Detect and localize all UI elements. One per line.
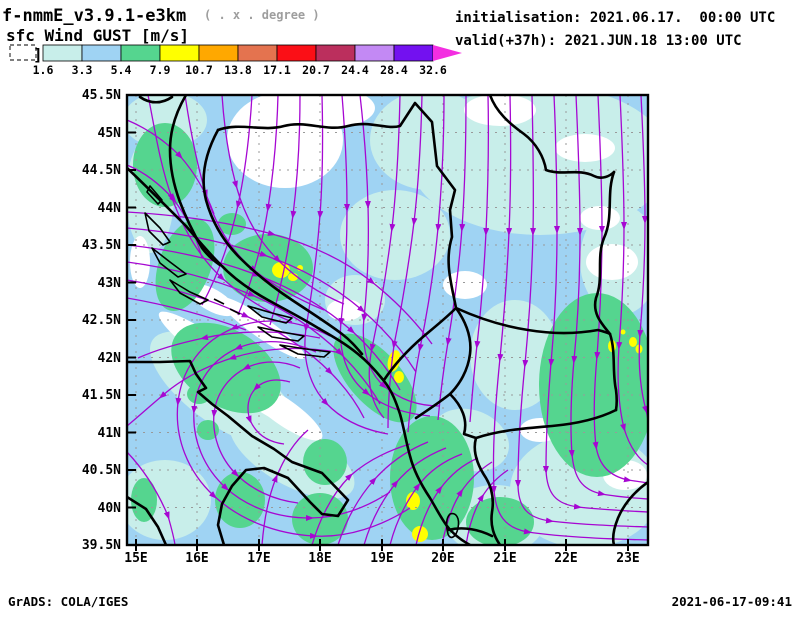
colorbar-tick-label: 7.9 [150, 63, 171, 77]
croatia-bosnia-border [202, 128, 364, 356]
colorbar-tick-label: 1.6 [33, 63, 54, 77]
adriatic-islands [144, 185, 460, 539]
colorbar-segment [393, 44, 434, 62]
lat-tick-label: 40.5N [82, 463, 121, 478]
footer-timestamp: 2021-06-17-09:41 [672, 594, 792, 609]
colorbar-segment [276, 44, 317, 62]
field-title: sfc Wind GUST [m/s] [6, 26, 189, 45]
colorbar-tick-label: 24.4 [341, 63, 369, 77]
colorbar-above-arrow-icon [433, 45, 462, 61]
lat-tick-label: 39.5N [82, 538, 121, 553]
colorbar: ] 1.6 3.3 5.4 7.9 10.7 13.8 17.1 20.7 24… [9, 44, 462, 77]
colorbar-segment [198, 44, 239, 62]
map-plot [127, 95, 648, 545]
colorbar-tick-label: 20.7 [302, 63, 330, 77]
wind-streamlines [127, 95, 648, 545]
lat-tick-label: 42.5N [82, 313, 121, 328]
macedonia-greece-border [474, 408, 618, 440]
colorbar-segment [159, 44, 200, 62]
lon-tick-label: 18E [308, 551, 331, 566]
model-title: f-nmmE_v3.9.1-e3km [2, 6, 186, 26]
lat-tick-label: 40N [98, 501, 122, 516]
albania-east-border [448, 392, 502, 545]
init-time-label: initialisation: 2021.06.17. 00:00 UTC [455, 10, 775, 26]
colorbar-tick-label: 28.4 [380, 63, 408, 77]
colorbar-tick-label: 5.4 [111, 63, 132, 77]
serbia-bulgaria-border [593, 170, 616, 336]
axis-ticks [127, 131, 629, 551]
lon-tick-label: 21E [493, 551, 516, 566]
lat-tick-label: 41.5N [82, 388, 121, 403]
lon-tick-label: 17E [247, 551, 270, 566]
lat-tick-label: 45.5N [82, 88, 121, 103]
colorbar-segment [237, 44, 278, 62]
country-borders [127, 95, 648, 545]
colorbar-tick-label: 17.1 [263, 63, 291, 77]
italy-adriatic-coast [127, 359, 350, 545]
lat-tick-label: 44N [98, 201, 122, 216]
lon-tick-label: 15E [124, 551, 147, 566]
colorbar-segment [120, 44, 161, 62]
lon-tick-label: 19E [370, 551, 393, 566]
colorbar-tick-label: 10.7 [185, 63, 213, 77]
danube-border [488, 95, 616, 179]
colorbar-segment [354, 44, 395, 62]
corfu-island [445, 512, 460, 539]
lat-tick-label: 45N [98, 126, 122, 141]
montenegro-border-east [414, 306, 472, 420]
lon-tick-label: 23E [616, 551, 639, 566]
footer-credit: GrADS: COLA/IGES [8, 594, 128, 609]
colorbar-below-box [9, 44, 37, 61]
colorbar-tick-label: 32.6 [419, 63, 447, 77]
adriatic-coastline [127, 166, 472, 545]
colorbar-segment [81, 44, 122, 62]
albania-greece-border [446, 527, 494, 538]
colorbar-tick-label: 3.3 [72, 63, 93, 77]
macedonia-bulgaria-border [608, 332, 619, 412]
lon-tick-label: 20E [431, 551, 454, 566]
latitude-axis: 45.5N 45N 44.5N 44N 43.5N 43N 42.5N 42N … [82, 88, 121, 553]
colorbar-segment [315, 44, 356, 62]
lon-tick-label: 16E [185, 551, 208, 566]
lat-tick-label: 43.5N [82, 238, 121, 253]
istria-border [168, 95, 222, 267]
lat-tick-label: 41N [98, 426, 122, 441]
montenegro-border-west [382, 306, 458, 382]
colorbar-open-bracket: ] [33, 45, 43, 64]
aegean-coastline [611, 480, 648, 545]
top-coast-fragment [138, 95, 174, 104]
colorbar-tick-labels: 1.6 3.3 5.4 7.9 10.7 13.8 17.1 20.7 24.4… [33, 63, 447, 77]
lon-tick-label: 22E [554, 551, 577, 566]
lat-tick-label: 43N [98, 276, 122, 291]
valid-time-label: valid(+37h): 2021.JUN.18 13:00 UTC [455, 33, 742, 49]
sava-drina-border [216, 101, 458, 310]
lat-tick-label: 44.5N [82, 163, 121, 178]
colorbar-segment [42, 44, 83, 62]
italy-tyrrhenian-coast [127, 495, 168, 545]
colorbar-tick-label: 13.8 [224, 63, 252, 77]
kosovo-macedonia-border [454, 306, 612, 336]
model-subtitle: ( . x . degree ) [204, 8, 320, 22]
lat-tick-label: 42N [98, 351, 122, 366]
longitude-axis: 15E 16E 17E 18E 19E 20E 21E 22E 23E [124, 551, 639, 566]
